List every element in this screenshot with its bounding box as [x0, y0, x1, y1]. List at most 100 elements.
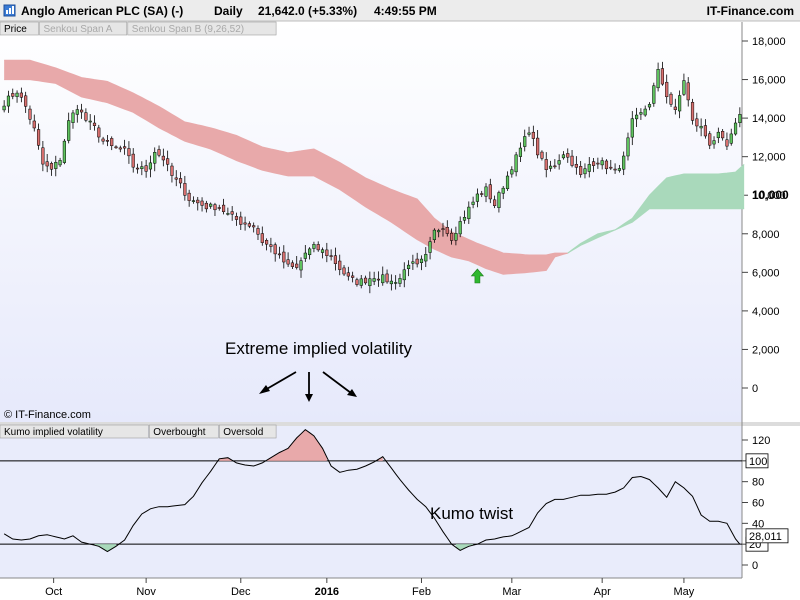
indicator-legend-label: Kumo implied volatility — [4, 427, 103, 438]
candle-body — [368, 278, 372, 287]
candle-body — [729, 133, 733, 144]
indicator-legend: Kumo implied volatility Overbought Oversol… — [0, 424, 277, 439]
candle-body — [118, 147, 122, 150]
candle-body — [75, 109, 79, 115]
candle-body — [161, 155, 165, 161]
time-axis-area — [0, 578, 800, 600]
candle-body — [329, 255, 333, 257]
candle-body — [419, 258, 424, 263]
candle-body — [282, 251, 286, 263]
candle-body — [480, 193, 484, 195]
candle-body — [406, 264, 411, 269]
candle-body — [32, 120, 36, 129]
candle-body — [338, 260, 342, 270]
candle-body — [80, 109, 84, 113]
candle-body — [467, 206, 471, 219]
candle-body — [153, 151, 157, 164]
candle-body — [501, 187, 505, 194]
indicator-legend-box[interactable] — [0, 424, 149, 439]
separator-bar — [0, 422, 800, 426]
price-legend-label: Senkou Span A — [44, 24, 113, 35]
candle-body — [617, 168, 621, 171]
indicator-legend-box[interactable] — [149, 424, 219, 439]
candle-body — [428, 241, 432, 253]
candle-body — [695, 118, 699, 127]
last-price-label: 10,000 — [752, 188, 789, 202]
price-tick-label: 16,000 — [752, 75, 786, 87]
candle-body — [398, 278, 402, 284]
candle-body — [62, 140, 66, 163]
candle-body — [557, 160, 561, 165]
candle-body — [523, 136, 527, 147]
time-axis: Oct Nov Dec 2016 Feb Mar Apr May — [45, 578, 695, 598]
candle-body — [230, 211, 234, 215]
oversold-fill — [455, 544, 474, 551]
price-legend-label: Price — [4, 24, 27, 35]
candle-body — [389, 280, 393, 285]
senkou-span-a-line — [567, 164, 745, 254]
time-tick-label: Feb — [412, 586, 431, 598]
candle-body — [475, 193, 479, 202]
candle-body — [286, 259, 290, 265]
candle-body — [531, 131, 535, 139]
kumo-cloud — [4, 59, 745, 275]
candle-body — [243, 222, 247, 225]
time-tick-label: Nov — [136, 586, 156, 598]
volatility-annotation: Extreme implied volatility — [225, 339, 413, 358]
candle-body — [183, 183, 187, 196]
candle-body — [351, 275, 355, 278]
volatility-arrows — [259, 371, 357, 402]
price-tick-label: 0 — [752, 383, 758, 395]
candle-body — [376, 278, 381, 281]
candle-body — [333, 255, 338, 264]
candle-body — [221, 204, 226, 212]
kumo-implied-volatility-line — [3, 428, 741, 553]
candle-body — [277, 253, 282, 256]
candle-body — [15, 92, 19, 97]
candle-body — [290, 262, 294, 267]
candle-body — [217, 207, 221, 209]
price-legend-box[interactable] — [127, 21, 277, 36]
time-tick-label: Apr — [594, 586, 611, 598]
threshold-label: 100 — [749, 456, 767, 468]
candle-body — [716, 131, 720, 139]
candle-body — [548, 165, 553, 169]
candle-body — [144, 165, 148, 172]
candle-body — [712, 140, 716, 145]
senkou-span-a-line — [4, 59, 568, 256]
time-tick-label: Dec — [231, 586, 251, 598]
candle-body — [415, 258, 419, 265]
candle-body — [514, 154, 518, 173]
period-label: Daily — [214, 4, 243, 18]
candle-body — [609, 166, 613, 169]
bearish-cloud-area — [4, 60, 568, 275]
candle-body — [196, 199, 200, 204]
indicator-legend-box[interactable] — [219, 424, 277, 439]
candle-body — [372, 278, 376, 282]
candle-body — [626, 137, 630, 157]
candle-body — [316, 244, 320, 251]
senkou-span-b-line — [4, 79, 568, 275]
time-tick-label: Oct — [45, 586, 62, 598]
signal-markers — [470, 268, 485, 284]
price-legend-box[interactable] — [39, 21, 128, 36]
candle-body — [256, 228, 260, 235]
price-legend: Price Senkou Span A Senkou Span B (9,26,52… — [0, 21, 277, 36]
candle-body — [579, 166, 583, 175]
candle-body — [458, 221, 462, 235]
price-tick-label: 8,000 — [752, 229, 780, 241]
candle-body — [381, 274, 385, 284]
price-tick-label: 2,000 — [752, 344, 780, 356]
candle-body — [49, 163, 54, 170]
candle-body — [600, 160, 604, 166]
header: Anglo American PLC (SA) (-) Daily 21,642… — [3, 4, 794, 18]
candle-body — [209, 203, 213, 207]
price-legend-box[interactable] — [0, 21, 39, 36]
candle-body — [591, 161, 596, 166]
candle-body — [471, 201, 475, 205]
indicator-tick-label: 120 — [752, 435, 770, 447]
candle-body — [647, 104, 652, 108]
candle-body — [488, 184, 492, 200]
price-grid: 0 2,000 4,000 6,000 8,000 10,000 12,000 14,000 1… — [742, 36, 789, 395]
candle-body — [2, 105, 6, 111]
